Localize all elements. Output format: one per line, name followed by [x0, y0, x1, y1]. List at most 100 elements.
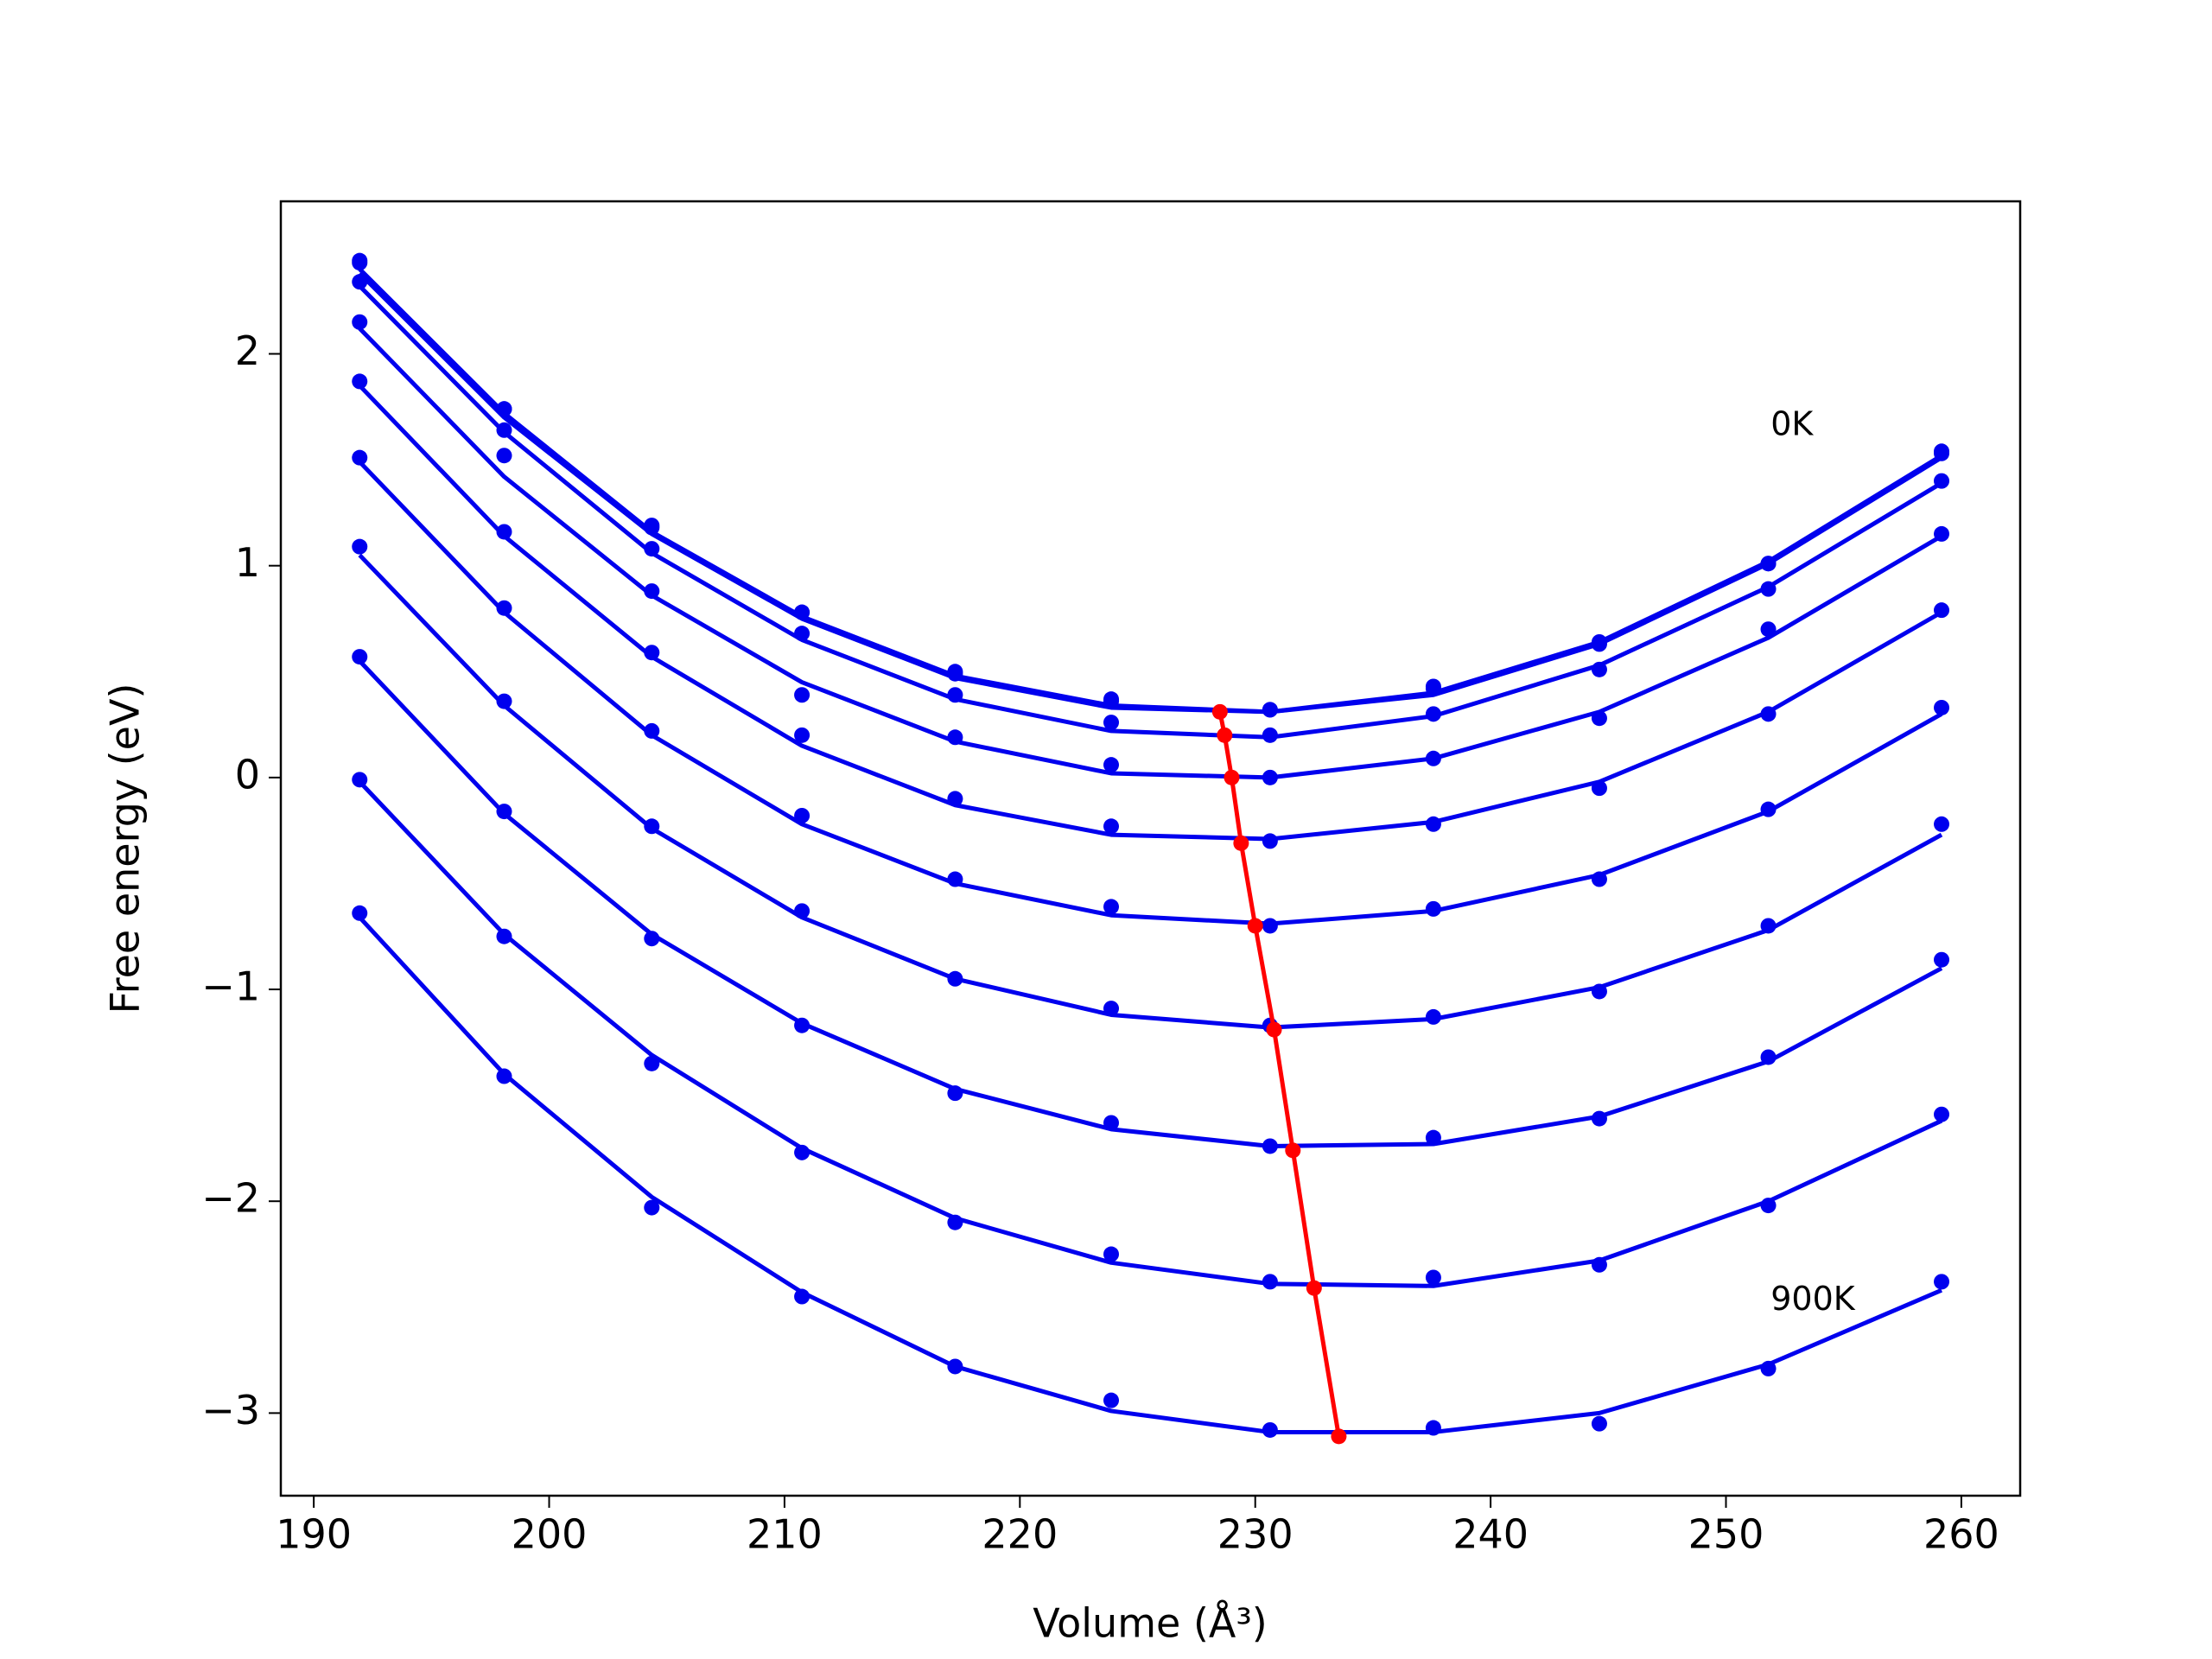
- fit-curve: [358, 780, 1943, 1288]
- data-point: [352, 449, 368, 466]
- fit-curve: [358, 327, 1943, 780]
- data-point: [496, 524, 512, 540]
- data-point: [794, 1017, 810, 1033]
- data-point: [1262, 1421, 1278, 1438]
- data-point: [644, 583, 660, 600]
- annotation: 900K: [1770, 1280, 1856, 1318]
- fit-curve: [358, 284, 1943, 740]
- data-point: [1591, 1256, 1607, 1273]
- data-point: [496, 448, 512, 464]
- data-point: [947, 871, 963, 887]
- data-point: [352, 274, 368, 290]
- data-point: [1934, 816, 1950, 832]
- data-point: [794, 687, 810, 703]
- data-point: [352, 905, 368, 921]
- data-point: [794, 1144, 810, 1160]
- data-point: [496, 600, 512, 616]
- data-point: [1934, 525, 1950, 542]
- data-point: [1934, 699, 1950, 715]
- data-point: [496, 804, 512, 820]
- data-point: [1262, 769, 1278, 785]
- data-point: [794, 1288, 810, 1305]
- data-point: [1262, 833, 1278, 849]
- data-point: [1262, 1138, 1278, 1154]
- data-point: [352, 772, 368, 788]
- data-point: [1934, 445, 1950, 461]
- x-tick-label: 210: [747, 1511, 823, 1558]
- data-point: [1262, 918, 1278, 934]
- y-axis-label: Free energy (eV): [102, 683, 149, 1014]
- data-point: [1103, 1115, 1120, 1131]
- data-point: [496, 928, 512, 944]
- data-point: [1760, 1198, 1777, 1214]
- data-point: [1591, 1415, 1607, 1432]
- minimum-point: [1306, 1280, 1322, 1296]
- data-point: [352, 538, 368, 555]
- data-point: [947, 687, 963, 703]
- x-tick-label: 220: [982, 1511, 1058, 1558]
- data-point: [794, 727, 810, 743]
- data-point: [352, 373, 368, 390]
- minimum-point: [1233, 835, 1249, 851]
- data-point: [644, 541, 660, 557]
- y-tick-label: 0: [235, 751, 260, 798]
- x-tick-label: 260: [1923, 1511, 1999, 1558]
- data-point: [1103, 693, 1120, 709]
- data-point: [1760, 621, 1777, 638]
- minimum-point: [1285, 1142, 1301, 1159]
- data-point: [1760, 801, 1777, 817]
- data-point: [1103, 1392, 1120, 1408]
- data-point: [1934, 951, 1950, 968]
- data-point: [1760, 556, 1777, 572]
- data-point: [947, 729, 963, 746]
- data-point: [496, 693, 512, 709]
- data-point: [1425, 1420, 1441, 1436]
- x-axis-label: Volume (Å³): [1033, 1600, 1268, 1647]
- data-point: [1425, 900, 1441, 917]
- minimum-point: [1217, 727, 1233, 743]
- data-point: [644, 1055, 660, 1071]
- data-point: [947, 1214, 963, 1230]
- y-tick-label: −3: [201, 1387, 260, 1433]
- data-point: [1591, 983, 1607, 1000]
- data-point: [644, 645, 660, 661]
- data-point: [947, 665, 963, 682]
- data-point: [1591, 661, 1607, 677]
- data-point: [794, 903, 810, 919]
- minimum-point: [1224, 769, 1240, 785]
- annotation: 0K: [1770, 404, 1814, 442]
- data-point: [1262, 1274, 1278, 1290]
- data-point: [1934, 1106, 1950, 1122]
- data-point: [947, 1085, 963, 1102]
- data-point: [1103, 757, 1120, 773]
- minimum-point: [1211, 703, 1228, 720]
- fit-curve: [358, 915, 1943, 1434]
- x-tick-label: 250: [1688, 1511, 1764, 1558]
- data-point: [1591, 780, 1607, 797]
- data-point: [794, 807, 810, 823]
- data-point: [1103, 715, 1120, 731]
- data-point: [352, 255, 368, 271]
- y-tick-label: −2: [201, 1175, 260, 1222]
- data-point: [1425, 680, 1441, 696]
- data-point: [1934, 602, 1950, 619]
- data-point: [1425, 1129, 1441, 1146]
- data-point: [1103, 1001, 1120, 1017]
- data-point: [1591, 710, 1607, 727]
- y-tick-label: 2: [235, 327, 260, 374]
- data-point: [1425, 750, 1441, 766]
- data-point: [1103, 1246, 1120, 1262]
- data-point: [1425, 1008, 1441, 1025]
- data-point: [1760, 918, 1777, 934]
- data-point: [794, 626, 810, 642]
- fit-curve: [358, 460, 1943, 926]
- data-point: [1591, 636, 1607, 652]
- data-point: [1425, 706, 1441, 722]
- data-point: [1262, 727, 1278, 743]
- data-point: [1591, 871, 1607, 887]
- data-point: [496, 401, 512, 417]
- plot-frame: [279, 200, 2022, 1497]
- data-point: [1934, 1274, 1950, 1290]
- data-point: [1760, 1049, 1777, 1065]
